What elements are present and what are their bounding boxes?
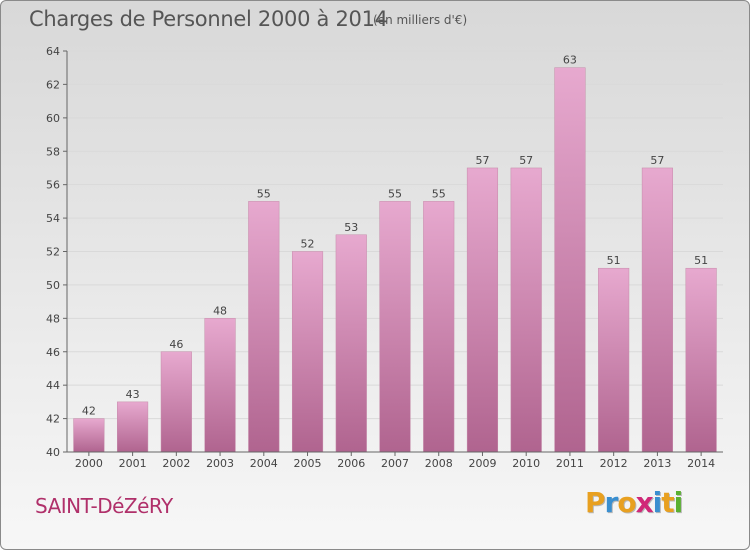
data-label: 57	[475, 154, 489, 167]
logo-letter: i	[652, 486, 663, 519]
data-label: 52	[301, 238, 315, 251]
data-label: 63	[563, 54, 577, 67]
proxiti-logo[interactable]: Proxiti	[585, 486, 684, 519]
y-tick-label: 46	[46, 346, 60, 359]
y-tick-label: 50	[46, 279, 60, 292]
bar-2005	[291, 251, 324, 453]
bar-2002	[160, 351, 192, 453]
data-label: 57	[650, 154, 664, 167]
x-tick-label: 2005	[294, 457, 322, 470]
bar-2013	[641, 167, 673, 453]
x-tick-label: 2003	[206, 457, 234, 470]
x-tick-label: 2010	[512, 457, 540, 470]
data-label: 46	[169, 338, 183, 351]
y-tick-label: 54	[46, 212, 60, 225]
y-tick-label: 60	[46, 112, 60, 125]
data-label: 55	[388, 187, 402, 200]
y-tick-label: 62	[46, 78, 60, 91]
y-tick-label: 52	[46, 246, 60, 259]
data-label: 55	[257, 187, 271, 200]
bar-2006	[335, 234, 367, 453]
x-tick-label: 2011	[556, 457, 584, 470]
x-tick-label: 2006	[337, 457, 365, 470]
x-tick-label: 2012	[600, 457, 628, 470]
bar-2000	[73, 418, 105, 453]
x-tick-label: 2000	[75, 457, 103, 470]
x-tick-label: 2008	[425, 457, 453, 470]
y-tick-label: 58	[46, 145, 60, 158]
bar-2009	[466, 167, 499, 453]
bar-2008	[423, 201, 455, 453]
logo-letter: t	[661, 486, 674, 519]
bar-2004	[248, 201, 280, 453]
y-tick-label: 64	[46, 45, 60, 58]
x-tick-label: 2007	[381, 457, 409, 470]
y-tick-label: 44	[46, 379, 60, 392]
bar-2010	[510, 167, 542, 453]
data-label: 55	[432, 187, 446, 200]
x-tick-label: 2009	[468, 457, 496, 470]
y-tick-label: 48	[46, 312, 60, 325]
logo-letter: r	[604, 486, 619, 519]
data-label: 57	[519, 154, 533, 167]
x-tick-label: 2002	[162, 457, 190, 470]
bar-2012	[598, 267, 630, 453]
x-tick-label: 2001	[119, 457, 147, 470]
logo-letter: o	[617, 486, 636, 519]
bar-2007	[379, 201, 411, 453]
bar-2014	[685, 267, 717, 453]
data-label: 42	[82, 405, 96, 418]
chart-title: Charges de Personnel 2000 à 2014	[29, 7, 388, 31]
data-label: 43	[126, 388, 140, 401]
bar-2003	[204, 318, 236, 453]
commune-name: SAINT-DéZéRY	[35, 494, 173, 518]
logo-letter: i	[673, 486, 684, 519]
bar-2011	[554, 67, 586, 453]
x-tick-label: 2013	[643, 457, 671, 470]
data-label: 53	[344, 221, 358, 234]
data-label: 48	[213, 304, 227, 317]
y-tick-label: 42	[46, 413, 60, 426]
logo-letter: P	[585, 486, 606, 519]
data-label: 51	[607, 254, 621, 267]
x-tick-label: 2004	[250, 457, 278, 470]
x-tick-label: 2014	[687, 457, 715, 470]
data-label: 51	[694, 254, 708, 267]
y-tick-label: 56	[46, 179, 60, 192]
logo-letter: x	[635, 486, 654, 519]
bar-2001	[117, 401, 149, 453]
y-tick-label: 40	[46, 446, 60, 459]
chart-subtitle: (en milliers d'€)	[373, 13, 468, 27]
